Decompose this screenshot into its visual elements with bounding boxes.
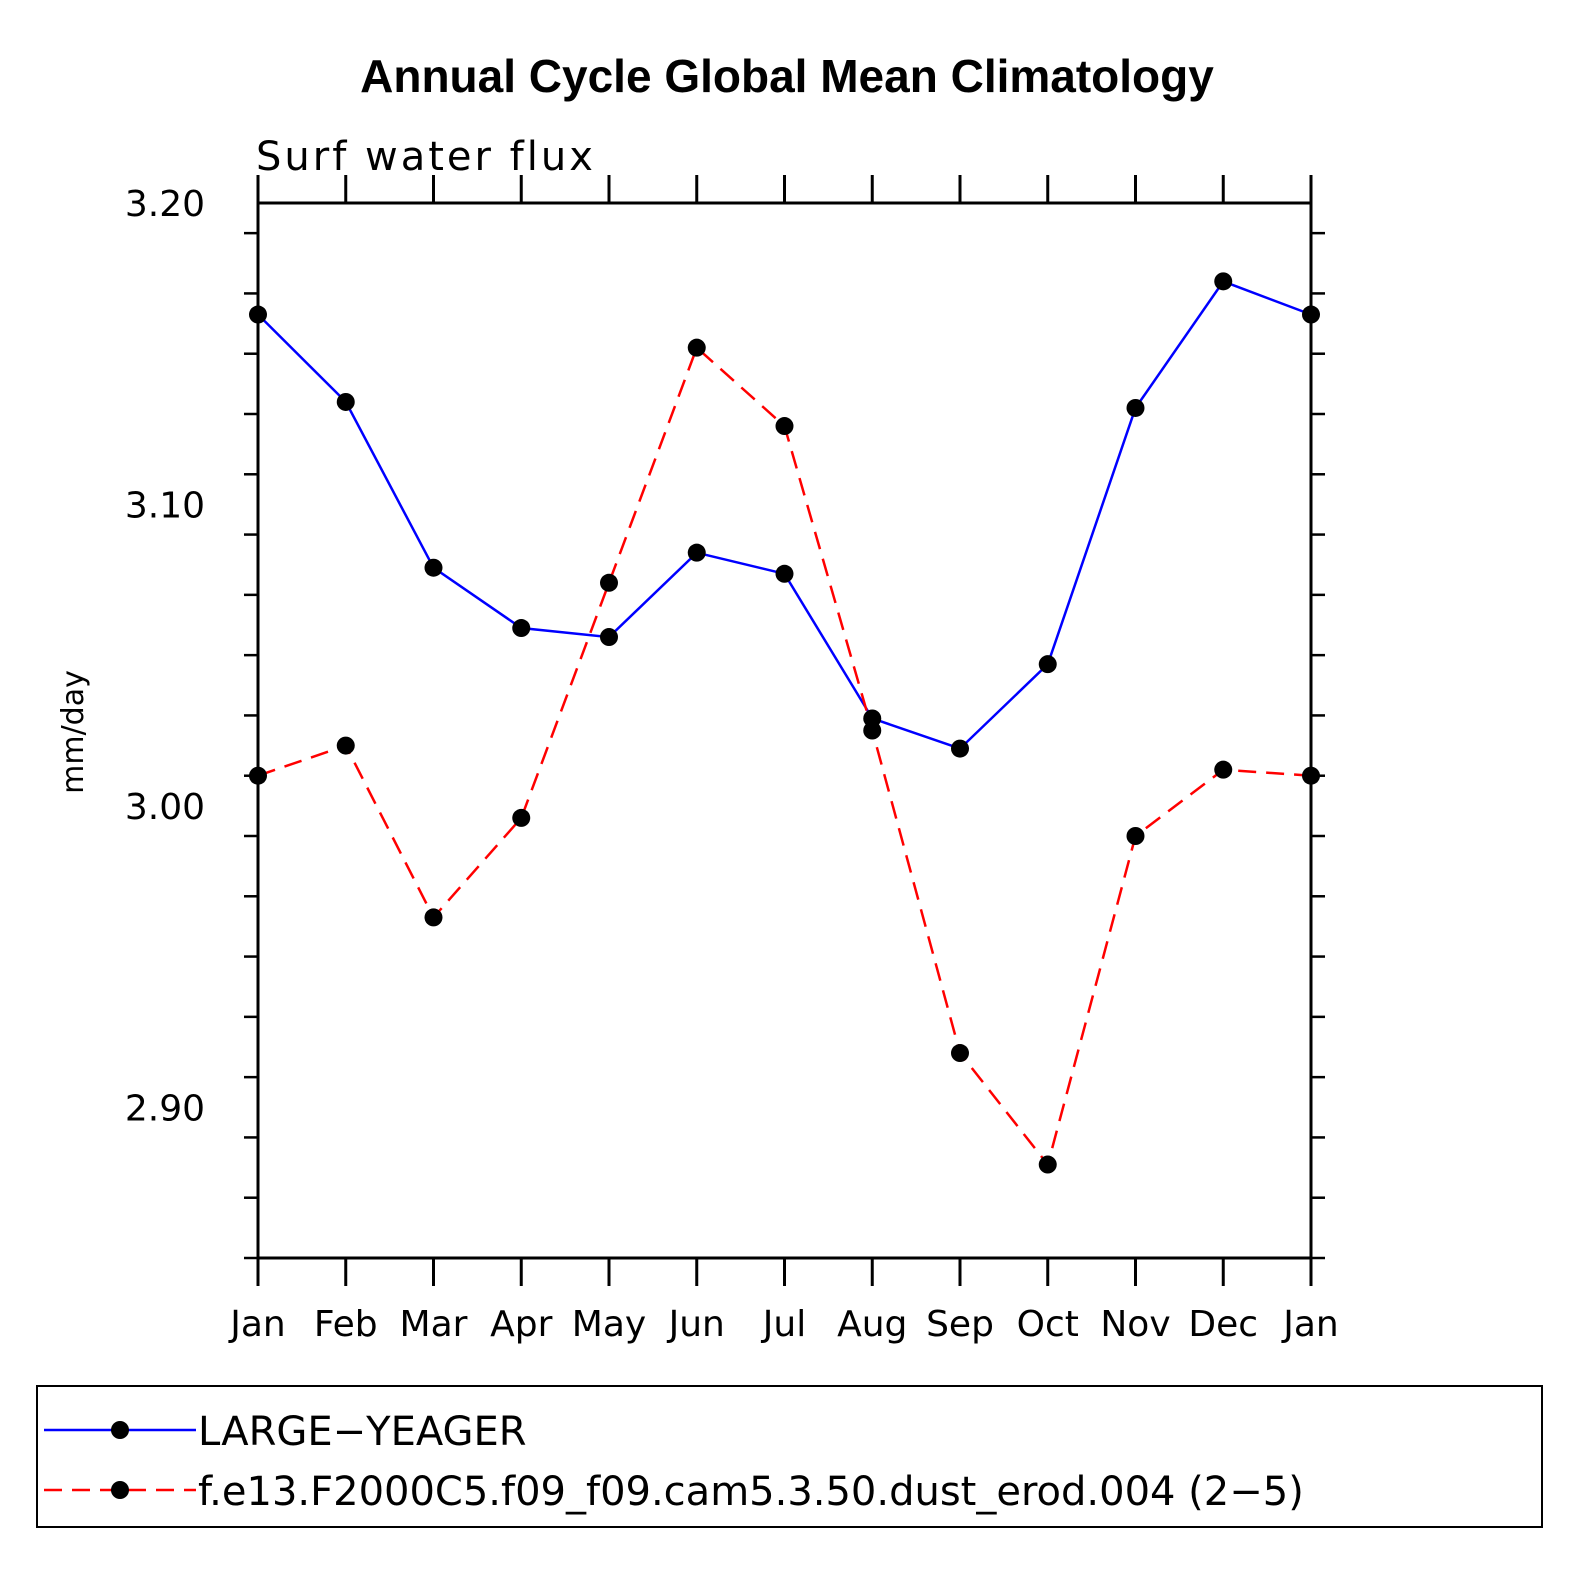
data-point-series-2 xyxy=(600,573,618,592)
x-tick-labels: Jan Feb Mar Apr May Jun Jul Aug Sep Oct Nov Dec Jan xyxy=(228,1304,1339,1345)
data-point-series-1 xyxy=(512,619,531,638)
data-point-series-1 xyxy=(424,558,443,577)
data-point-series-2 xyxy=(336,736,355,755)
data-point-series-1 xyxy=(775,564,794,583)
series-line-1 xyxy=(257,279,1312,751)
data-point-series-2 xyxy=(512,808,531,827)
y-tick-labels: 3.20 3.10 3.00 2.90 xyxy=(125,184,205,1129)
x-tick-label: Dec xyxy=(1188,1304,1258,1345)
legend-box xyxy=(36,1385,1543,1528)
series-line-2 xyxy=(257,345,1312,1168)
data-point-series-1 xyxy=(687,543,706,562)
x-tick-label: May xyxy=(572,1304,646,1345)
data-point-series-1 xyxy=(600,628,618,647)
y-tick-label: 3.00 xyxy=(125,787,205,828)
x-tick-label: Jul xyxy=(761,1304,806,1345)
x-tick-label: Jan xyxy=(1281,1304,1339,1345)
data-point-series-1 xyxy=(951,739,969,758)
legend-marker-2 xyxy=(111,1481,129,1499)
data-point-series-2 xyxy=(951,1044,969,1063)
data-point-series-2 xyxy=(863,721,882,740)
data-point-series-2 xyxy=(424,908,443,927)
legend-label-2: f.e13.F2000C5.f09_f09.cam5.3.50.dust_ero… xyxy=(198,1469,1304,1515)
x-tick-label: Oct xyxy=(1017,1304,1079,1345)
x-tick-label: Jun xyxy=(667,1304,725,1345)
data-point-series-2 xyxy=(775,417,794,436)
data-point-series-2 xyxy=(1038,1155,1057,1174)
legend-label-1: LARGE−YEAGER xyxy=(198,1409,527,1455)
legend: LARGE−YEAGER f.e13.F2000C5.f09_f09.cam5.3… xyxy=(36,1385,1543,1528)
x-tick-label: Apr xyxy=(490,1304,552,1345)
x-tick-label: Nov xyxy=(1100,1304,1170,1345)
plot-frame xyxy=(256,201,1313,1260)
chart-title: Annual Cycle Global Mean Climatology xyxy=(360,50,1214,102)
chart-subtitle: Surf water flux xyxy=(256,134,596,180)
series-points xyxy=(249,272,1320,1174)
data-point-series-1 xyxy=(336,392,355,411)
data-point-series-1 xyxy=(1126,398,1145,417)
x-tick-label: Mar xyxy=(400,1304,468,1345)
x-tick-label: Aug xyxy=(837,1304,907,1345)
x-tick-label: Sep xyxy=(926,1304,994,1345)
data-point-series-2 xyxy=(1126,827,1145,845)
y-tick-label: 3.20 xyxy=(125,184,205,225)
x-tick-label: Feb xyxy=(314,1304,378,1345)
legend-marker-1 xyxy=(111,1421,129,1439)
data-point-series-2 xyxy=(687,338,706,357)
y-tick-label: 3.10 xyxy=(125,485,205,526)
series-lines xyxy=(257,279,1312,1168)
data-point-series-1 xyxy=(1038,655,1057,674)
axis-ticks xyxy=(244,175,1325,1286)
y-axis-label: mm/day xyxy=(56,670,91,794)
y-tick-label: 2.90 xyxy=(125,1088,205,1129)
data-point-series-2 xyxy=(1214,760,1233,779)
data-point-series-1 xyxy=(1214,272,1233,291)
x-tick-label: Jan xyxy=(228,1304,286,1345)
